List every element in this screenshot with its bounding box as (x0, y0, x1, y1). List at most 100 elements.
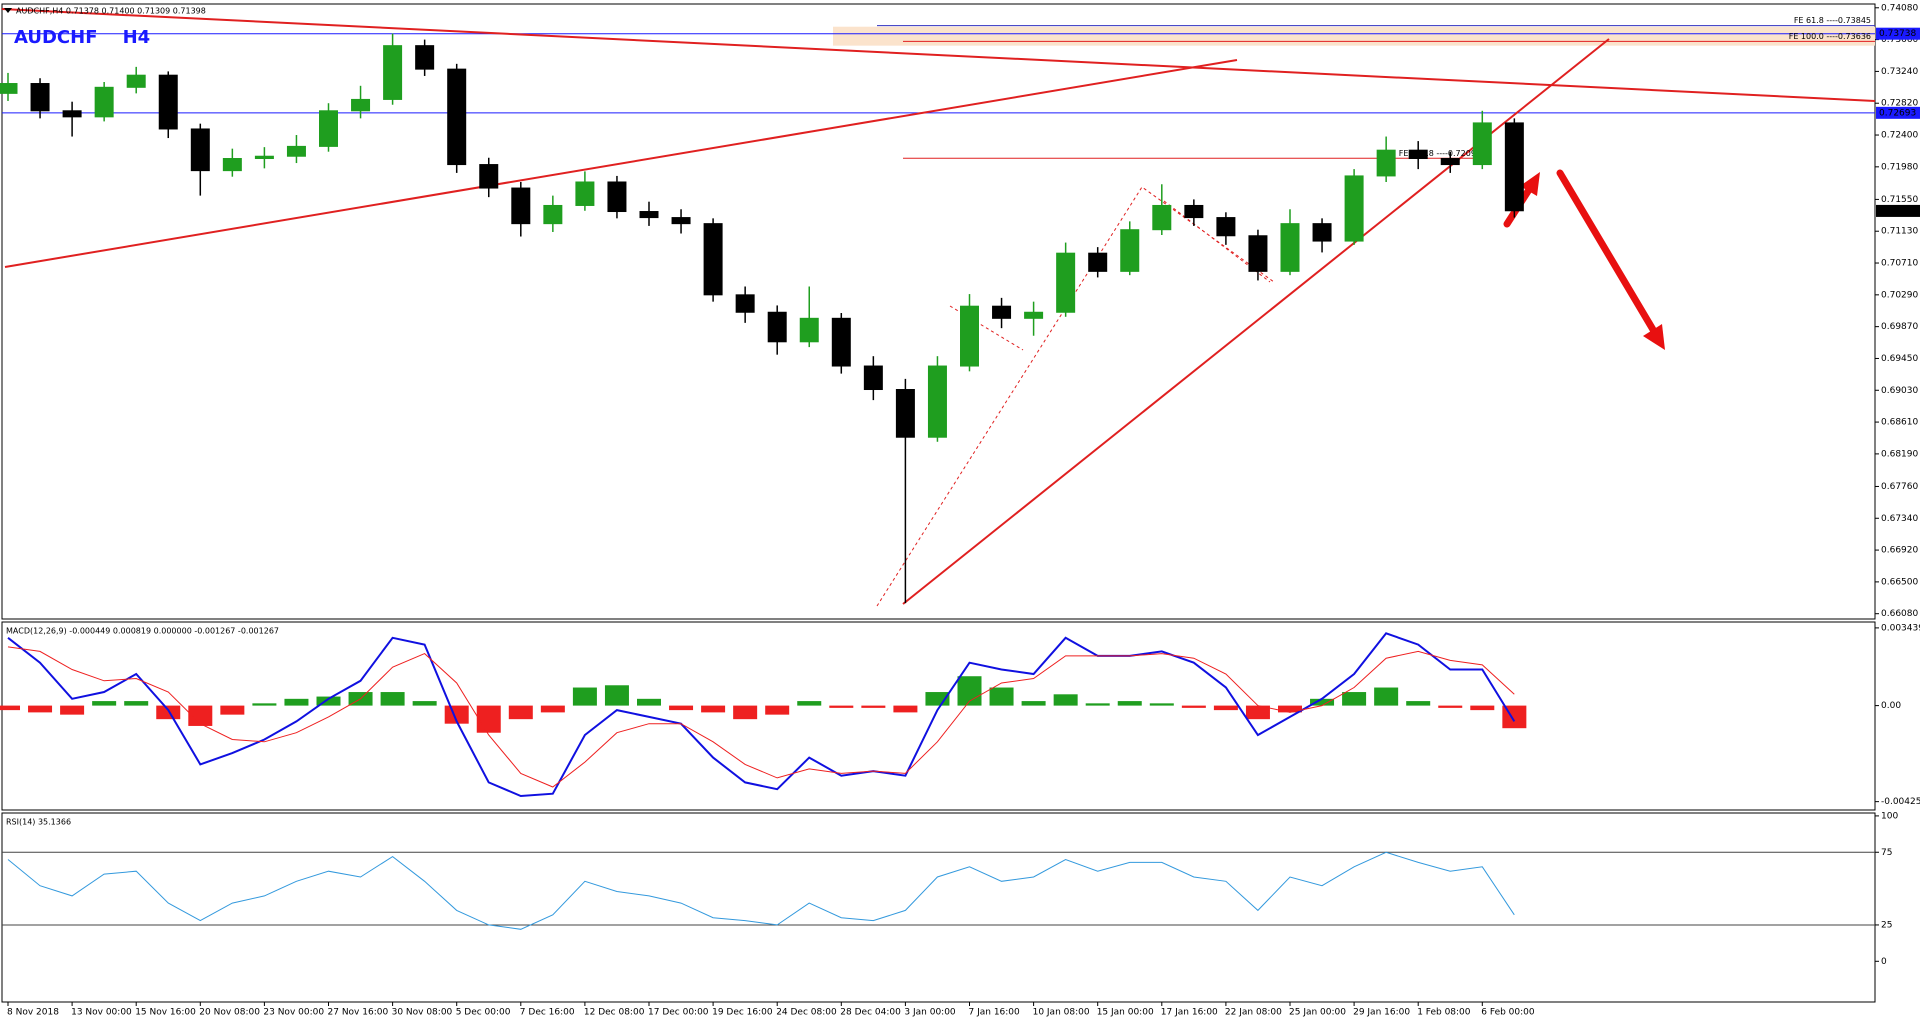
indicator-line (7, 646, 1515, 788)
price-label: 0.73738 (1879, 29, 1916, 39)
candle-body (1024, 311, 1044, 319)
histogram-bar (380, 692, 405, 706)
fib-zone (833, 26, 1875, 46)
y-tick-label: 0 (1881, 957, 1887, 967)
fib-label: FE 161.8 ----0.72093 (1399, 149, 1481, 158)
candle-body (1408, 149, 1428, 160)
candle-body (639, 211, 659, 219)
histogram-bar (188, 705, 213, 726)
drawings (2, 25, 1875, 159)
indicator-line (7, 851, 1515, 930)
x-tick-label: 15 Nov 16:00 (135, 1008, 196, 1018)
histogram-bar (28, 705, 53, 713)
y-tick-label: -0.00425 (1881, 797, 1920, 807)
histogram-bar (1021, 701, 1046, 706)
y-tick-label: 0.69870 (1881, 322, 1918, 332)
x-tick-label: 20 Nov 08:00 (199, 1008, 260, 1018)
y-tick-label: 0.00 (1881, 701, 1901, 711)
candle-body (1312, 223, 1332, 242)
rsi-title: RSI(14) 35.1366 (6, 818, 71, 827)
down-arrow (1556, 169, 1659, 337)
histogram-bar (669, 705, 694, 711)
y-tick-label: 0.73660 (1881, 35, 1918, 45)
x-tick-label: 15 Jan 00:00 (1097, 1008, 1154, 1018)
x-tick-label: 3 Jan 00:00 (904, 1008, 956, 1018)
x-tick-label: 24 Dec 08:00 (776, 1008, 837, 1018)
fib-label: FE 61.8 ----0.73845 (1794, 16, 1871, 25)
histogram-bar (124, 701, 149, 706)
histogram-bar (1278, 705, 1302, 713)
x-tick-label: 23 Nov 00:00 (263, 1008, 324, 1018)
y-tick-label: 0.69030 (1881, 386, 1918, 396)
price-label-box (1876, 204, 1920, 217)
y-tick-label: 0.66500 (1881, 577, 1918, 587)
candle-body (351, 98, 371, 112)
y-tick-label: 100 (1881, 811, 1898, 821)
candle-body (1056, 252, 1076, 313)
rsi-panel (1, 812, 1876, 1003)
header: AUDCHF,H4 0.71378 0.71400 0.71309 0.7139… (16, 7, 206, 16)
candle-body (158, 74, 178, 130)
fib-label: FE 100.0 ----0.73636 (1789, 32, 1871, 41)
candle-body (1120, 229, 1140, 272)
histogram-bar (1117, 701, 1142, 706)
histogram-bar (508, 705, 533, 720)
histogram-bar (604, 685, 629, 706)
candle-body (1152, 204, 1172, 231)
y-tick-label: 0.71130 (1881, 227, 1918, 237)
y-tick-label: 25 (1881, 920, 1892, 930)
candle-body (415, 45, 435, 70)
histogram-bar (156, 705, 181, 720)
candle-body (511, 187, 531, 225)
candle-body (927, 365, 947, 438)
candle-body (190, 128, 210, 172)
price-label-box (1876, 27, 1920, 40)
x-tick-label: 19 Dec 16:00 (712, 1008, 773, 1018)
candle-body (1472, 122, 1492, 166)
y-tick-label: 0.71980 (1881, 162, 1918, 172)
candle-body (254, 155, 274, 160)
histogram-bar (572, 687, 597, 706)
histogram-bar (1085, 703, 1110, 706)
histogram-bar (92, 701, 117, 706)
y-tick-label: 0.69450 (1881, 354, 1918, 364)
x-tick-label: 1 Feb 08:00 (1417, 1008, 1471, 1018)
x-tick-label: 17 Jan 16:00 (1161, 1008, 1218, 1018)
header-icon (4, 8, 12, 13)
candle-body (543, 204, 563, 225)
histogram-bar (1438, 705, 1463, 708)
y-tick-label: 0.003439 (1881, 623, 1920, 633)
x-tick-label: 29 Jan 16:00 (1353, 1008, 1410, 1018)
y-tick-label: 75 (1881, 848, 1892, 858)
candle-body (319, 110, 338, 147)
x-tick-label: 6 Feb 00:00 (1481, 1008, 1535, 1018)
histogram-bar (1053, 694, 1078, 706)
price-label: 0.71398 (1879, 206, 1916, 216)
histogram-bar (1149, 703, 1174, 706)
histogram-bar (733, 705, 758, 720)
histogram-bar (1181, 705, 1206, 708)
histogram-bar (1342, 692, 1367, 706)
y-tick-label: 0.72400 (1881, 131, 1918, 141)
candle-body (126, 74, 146, 88)
candle-body (1248, 235, 1268, 272)
histogram-bar (1470, 705, 1495, 711)
candle-body (1184, 204, 1204, 219)
candle-body (607, 181, 627, 213)
histogram-bar (765, 705, 790, 715)
candle-body (286, 145, 306, 157)
candle-body (831, 317, 851, 367)
candle-body (62, 110, 82, 118)
x-tick-label: 28 Dec 04:00 (840, 1008, 901, 1018)
histogram-bar (1374, 687, 1399, 706)
price-label: 0.72693 (1879, 108, 1916, 118)
candle-body (383, 45, 403, 100)
candle-body (447, 68, 467, 166)
x-tick-label: 25 Jan 00:00 (1289, 1008, 1346, 1018)
histogram-bar (476, 705, 501, 733)
x-tick-label: 22 Jan 08:00 (1225, 1008, 1282, 1018)
histogram-bar (252, 703, 277, 706)
histogram-bar (1245, 705, 1270, 720)
candle-body (895, 389, 915, 438)
